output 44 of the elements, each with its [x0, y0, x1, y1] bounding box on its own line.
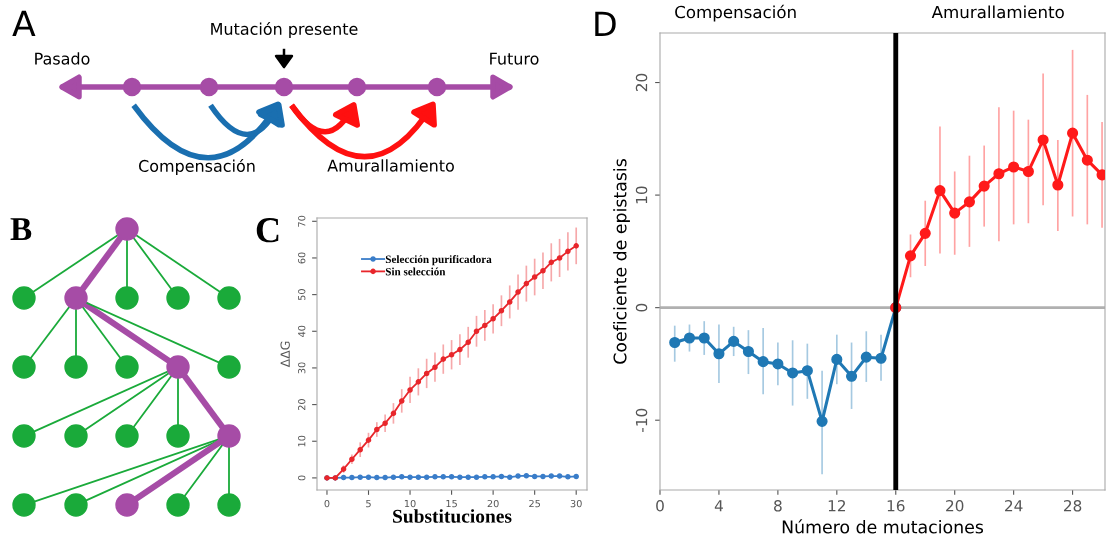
- text: Mutación presente: [211, 21, 358, 39]
- x-tick-label: 12: [828, 499, 846, 512]
- y-tick-label: 0: [298, 475, 306, 481]
- x-tick-label: 30: [570, 499, 582, 508]
- y-tick-label: 30: [298, 362, 306, 374]
- x-tick-label: 20: [487, 499, 499, 508]
- text: Futuro: [490, 52, 539, 65]
- x-tick-label: 28: [1063, 499, 1082, 512]
- y-axis-title: Coeficiente de epistasis: [613, 159, 630, 364]
- x-tick-label: 20: [946, 499, 964, 512]
- y-tick-label: -10: [635, 408, 648, 432]
- x-tick-label: 0: [324, 499, 330, 508]
- x-tick-label: 10: [404, 499, 416, 508]
- x-tick-label: 25: [529, 499, 540, 508]
- legend-label: Sin selección: [385, 267, 446, 276]
- chart-title: C: [256, 218, 279, 243]
- text: Compensación: [675, 4, 796, 22]
- x-axis-title: Número de mutaciones: [782, 519, 984, 534]
- y-tick-label: 70: [298, 215, 306, 227]
- y-tick-label: 20: [635, 73, 648, 92]
- x-tick-label: 4: [714, 500, 723, 512]
- x-tick-label: 5: [366, 500, 371, 508]
- y-tick-label: 60: [298, 252, 306, 264]
- x-axis-title: Substituciones: [393, 509, 512, 523]
- x-tick-label: 15: [446, 500, 457, 508]
- y-tick-label: 20: [298, 399, 306, 411]
- y-tick-label: 0: [635, 303, 648, 312]
- x-tick-label: 8: [774, 499, 782, 512]
- y-axis-title: ΔΔG: [280, 341, 290, 368]
- text: A: [12, 10, 36, 36]
- y-tick-label: 10: [298, 435, 306, 447]
- y-tick-label: 40: [298, 325, 306, 337]
- x-tick-label: 16: [887, 499, 905, 512]
- x-tick-label: 24: [1005, 499, 1023, 512]
- text: Amurallamiento: [327, 159, 454, 172]
- text: B: [10, 218, 32, 241]
- x-tick-label: 0: [656, 499, 664, 512]
- y-tick-label: 10: [635, 186, 648, 204]
- text: Amurallamiento: [931, 5, 1064, 19]
- text: Pasado: [35, 52, 90, 65]
- legend-label: Selección purificadora: [385, 255, 492, 266]
- text: Compensación: [139, 158, 255, 176]
- chart-title: D: [595, 11, 616, 36]
- y-tick-label: 50: [298, 289, 306, 301]
